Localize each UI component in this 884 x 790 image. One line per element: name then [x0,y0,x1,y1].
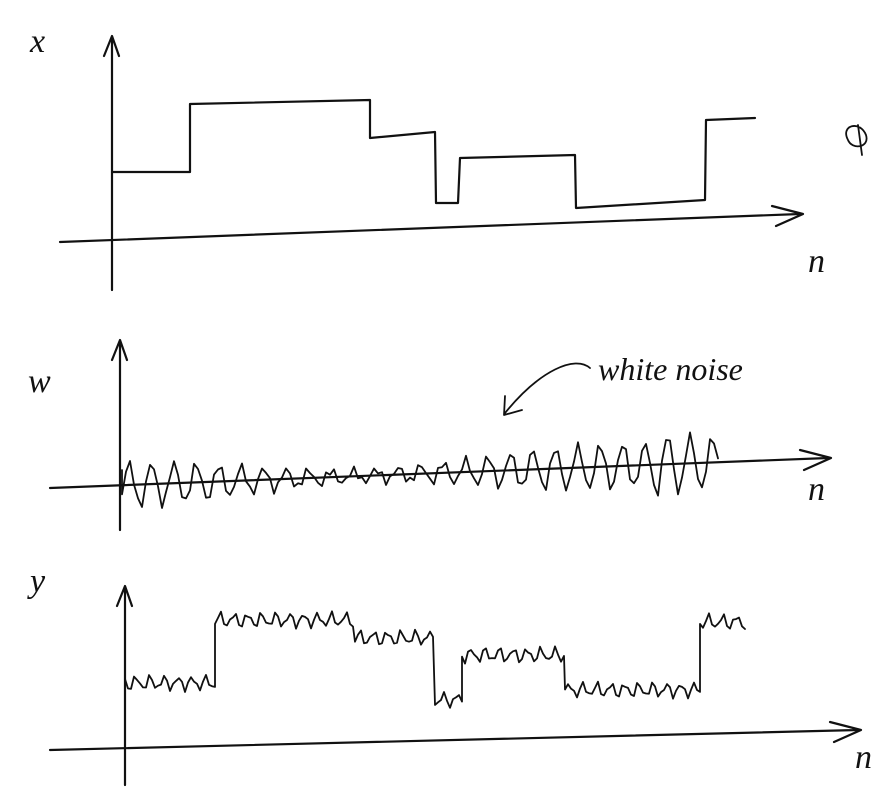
panel-y: y n [27,563,872,785]
y-axis [117,586,132,785]
step-signal [112,100,755,208]
panel-w: w white noise n [28,340,831,530]
x-axis [60,206,803,242]
y-label: x [29,23,45,60]
x-axis [50,450,831,488]
noisy-step-signal [125,611,745,708]
y-label: y [27,563,46,600]
x-label: n [808,243,825,280]
scribble [846,125,866,155]
annotation: white noise [598,351,743,387]
x-axis [50,722,861,750]
annotation-arrow [504,363,590,415]
y-axis [104,36,119,290]
noise-signal [122,432,718,508]
y-label: w [28,363,51,400]
y-axis [112,340,127,530]
diagram: x n w white noise n y n [0,0,884,790]
panel-x: x n [29,23,867,290]
x-label: n [855,739,872,776]
x-label: n [808,471,825,508]
